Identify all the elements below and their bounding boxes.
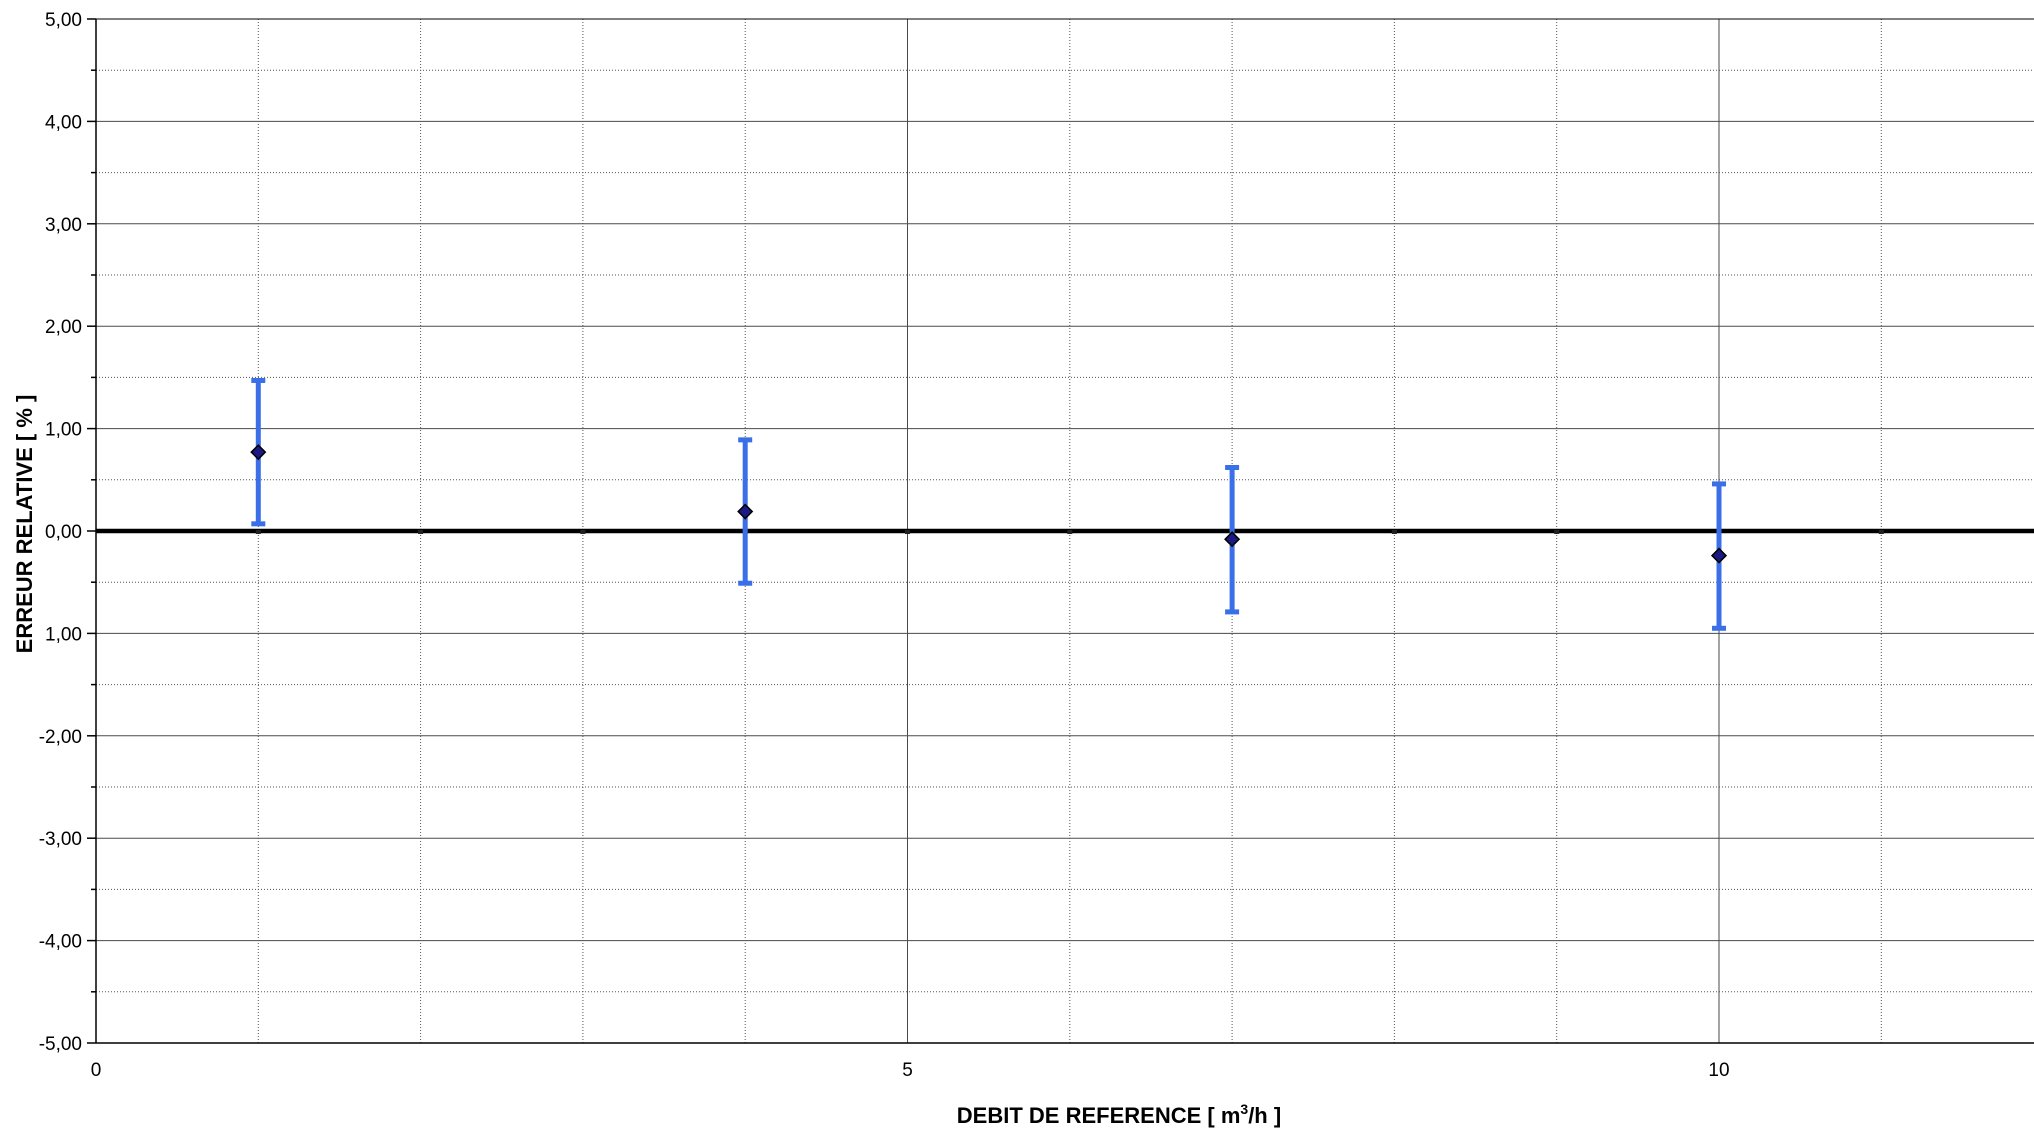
data-point-group [737, 437, 754, 586]
y-axis-title: ERREUR RELATIVE [ % ] [12, 395, 37, 654]
grid [96, 18, 2034, 1044]
data-point-group [1710, 481, 1728, 631]
x-axis-title: DEBIT DE REFERENCE [ m3/h ] [957, 1101, 1281, 1128]
data-point-marker [1224, 531, 1241, 548]
y-tick-label: 3,00 [45, 215, 82, 236]
y-tick-label: -2,00 [39, 727, 82, 748]
data-point-group [250, 377, 267, 527]
zero-line-tick [905, 530, 910, 534]
y-tick-label: 1,00 [45, 420, 82, 441]
data-point-marker [1710, 547, 1728, 564]
y-tick-label: 2,00 [45, 317, 82, 338]
data-point-marker [250, 444, 267, 461]
y-tick-label: -3,00 [39, 829, 82, 850]
x-axis-title-main: DEBIT DE REFERENCE [ m [957, 1103, 1241, 1128]
x-tick-label: 0 [91, 1060, 102, 1081]
zero-line-tick [1391, 530, 1397, 534]
data-point-marker [737, 503, 754, 520]
y-tick-label: -5,00 [39, 1034, 82, 1055]
y-tick-label: 0,00 [45, 522, 82, 543]
x-axis-title-sup: 3 [1240, 1101, 1248, 1117]
y-tick-label: -4,00 [39, 932, 82, 953]
tick-labels: 5,00 4,00 3,00 2,00 1,00 0,00 1,00 -2,00 -3,00 -4… [39, 10, 1730, 1081]
x-tick-label: 10 [1708, 1060, 1729, 1081]
x-tick-label: 5 [902, 1060, 913, 1081]
zero-line-tick [1067, 530, 1073, 534]
x-axis-title-end: /h ] [1248, 1103, 1281, 1128]
zero-line-tick [580, 530, 586, 534]
y-tick-label: 1,00 [45, 624, 82, 645]
y-tick-label: 5,00 [45, 10, 82, 31]
zero-line-tick [418, 530, 424, 534]
zero-line-tick [1554, 530, 1560, 534]
data-series [250, 377, 1728, 631]
y-tick-label: 4,00 [45, 112, 82, 133]
data-point-group [1224, 465, 1241, 615]
axes [87, 18, 2034, 1044]
zero-line-tick [255, 530, 261, 534]
zero-line-tick [1878, 530, 1884, 534]
